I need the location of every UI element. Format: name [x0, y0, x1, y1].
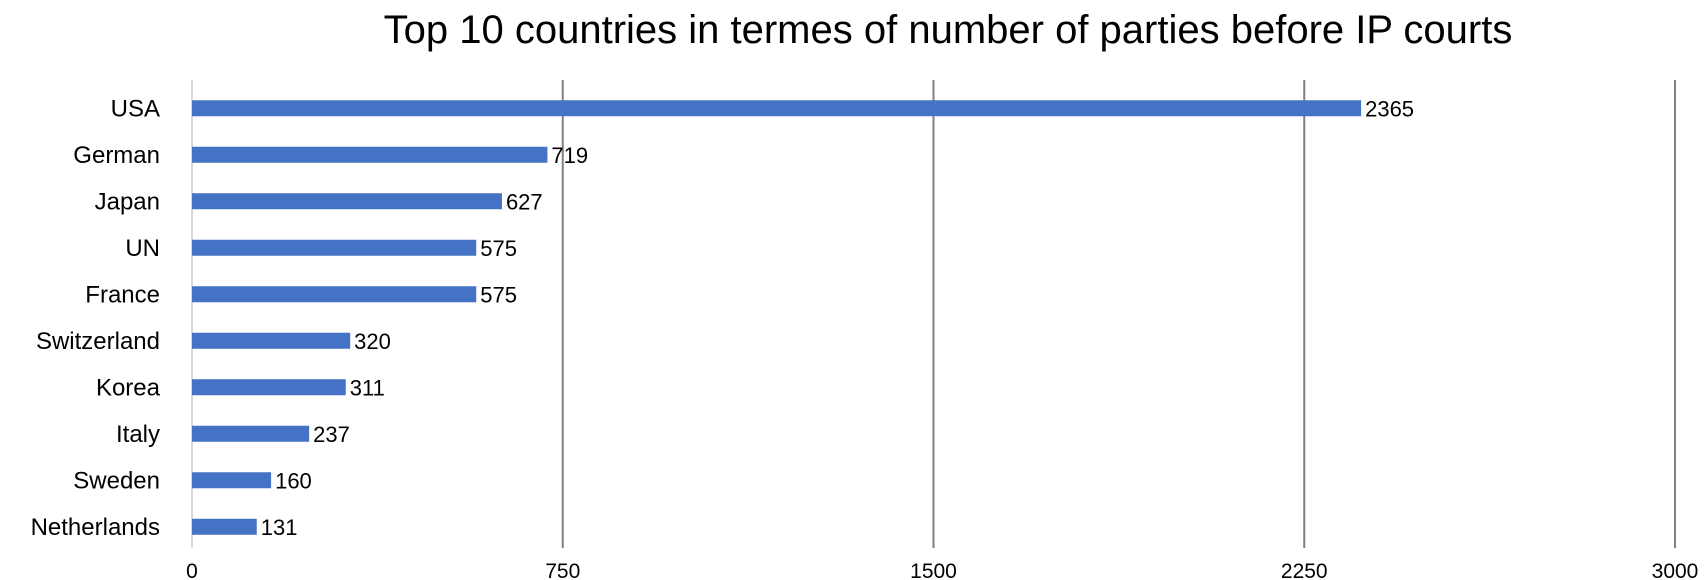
bar	[192, 472, 272, 489]
data-label: 320	[354, 329, 391, 354]
data-label: 311	[350, 375, 385, 400]
x-tick-label: 2250	[1281, 560, 1328, 580]
category-label: Japan	[95, 188, 160, 215]
data-label: 2365	[1365, 96, 1414, 121]
chart-title: Top 10 countries in termes of number of …	[383, 8, 1513, 52]
category-label: German	[73, 142, 160, 169]
category-label: Switzerland	[36, 328, 160, 355]
data-label: 160	[275, 468, 312, 493]
x-tick-label: 0	[186, 560, 198, 580]
data-label: 237	[313, 422, 350, 447]
bar	[192, 332, 351, 349]
category-label: Italy	[116, 421, 160, 448]
bars	[192, 100, 1362, 535]
bar	[192, 146, 548, 163]
data-label: 575	[480, 282, 517, 307]
x-tick-label: 3000	[1652, 560, 1699, 580]
x-tick-label: 750	[545, 560, 580, 580]
bar	[192, 239, 477, 256]
x-tick-label: 1500	[910, 560, 957, 580]
bar	[192, 379, 346, 396]
data-label: 575	[480, 236, 517, 261]
category-label: France	[85, 281, 160, 308]
data-label: 627	[506, 189, 543, 214]
category-label: Sweden	[73, 467, 160, 494]
category-label: Netherlands	[31, 514, 160, 541]
bar	[192, 286, 477, 303]
data-label: 131	[261, 515, 298, 540]
category-label: USA	[111, 95, 160, 122]
data-label: 719	[551, 143, 588, 168]
category-labels: USA German Japan UN France Switzerland Korea It…	[31, 95, 161, 541]
category-label: UN	[125, 235, 160, 262]
x-tick-labels: 0 750 1500 2250 3000	[186, 560, 1698, 580]
bar	[192, 518, 257, 535]
bar	[192, 425, 310, 442]
bar	[192, 100, 1362, 117]
category-label: Korea	[96, 374, 161, 401]
bar	[192, 193, 502, 210]
gridlines	[561, 80, 1676, 548]
